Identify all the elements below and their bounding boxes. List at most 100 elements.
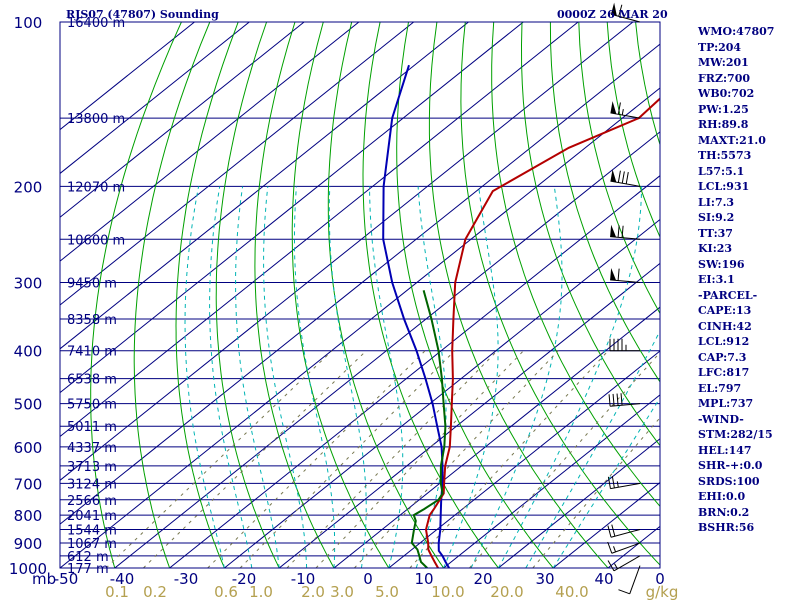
height-label: 12070 m [67, 180, 125, 195]
mixing-ratio-line [409, 350, 609, 568]
wind-barb [610, 169, 641, 187]
chart-profiles [382, 64, 660, 568]
wind-barb-feather [617, 268, 620, 281]
dry-adiabat-line [578, 22, 660, 315]
wind-barb-feather [621, 225, 624, 238]
wind-barb-feather [612, 393, 615, 406]
stat-item: EL:797 [698, 381, 742, 395]
stat-item: -PARCEL- [698, 288, 758, 302]
pressure-label: 300 [14, 275, 43, 293]
height-label: 5750 m [67, 398, 117, 413]
dry-adiabat-line [215, 22, 280, 568]
dry-adiabat-line [291, 22, 390, 568]
mixing-ratio-label: 3.0 [330, 583, 354, 600]
dry-adiabat-line [327, 22, 445, 568]
stat-item: STM:282/15 [698, 428, 773, 441]
wind-barb [607, 541, 641, 554]
isotherm-line [278, 262, 660, 568]
moist-adiabat-line [184, 186, 225, 568]
stat-item: PW:1.25 [698, 102, 749, 116]
wind-barb [610, 2, 641, 23]
moist-adiabat-line [497, 186, 643, 568]
stat-item: LCL:931 [698, 180, 750, 193]
height-label: 5011 m [67, 420, 117, 435]
wind-barb-feather [618, 4, 623, 17]
dry-adiabat-line [254, 22, 335, 568]
wind-barb-feather [607, 560, 615, 572]
wind-barb-feather [625, 172, 629, 185]
mixing-ratio-line [239, 350, 456, 568]
wind-barb-pennant [610, 224, 617, 238]
wind-barb-feather [607, 476, 611, 489]
stat-item: MW:201 [698, 56, 749, 69]
height-label: 8358 m [67, 313, 117, 328]
stat-item: -WIND- [698, 412, 744, 426]
moist-adiabat-line [328, 186, 367, 568]
pressure-label: 100 [14, 14, 43, 32]
stat-item: HEL:147 [698, 443, 752, 457]
height-label: 1544 m [67, 523, 117, 538]
stat-item: CAPE:13 [698, 304, 752, 317]
wind-barb-pennant [610, 101, 617, 114]
wind-barb-feather [617, 170, 621, 183]
isotherm-line [388, 350, 660, 568]
pressure-label: 200 [14, 178, 43, 196]
mixing-ratio-line [315, 350, 524, 568]
wind-barb-feather [617, 225, 620, 238]
temperature-tick-label: -30 [174, 570, 199, 588]
stat-item: LFC:817 [698, 366, 750, 379]
height-label: 6538 m [67, 373, 117, 388]
mixing-ratio-line [286, 350, 498, 568]
stat-item: EHI:0.0 [698, 490, 746, 503]
chart-grid [60, 22, 800, 568]
mixing-ratio-line [143, 350, 367, 568]
wind-barb-pennant [610, 267, 617, 281]
wind-barb [610, 101, 641, 119]
wind-barb-feather [611, 524, 616, 537]
height-label: 13800 m [67, 112, 125, 127]
stat-item: MPL:737 [698, 397, 754, 410]
height-label: 10600 m [67, 233, 125, 248]
stat-item: CAP:7.3 [698, 350, 747, 364]
stat-item: SI:9.2 [698, 211, 735, 224]
isotherm-line [60, 22, 195, 131]
mixing-ratio-label: 1.0 [249, 583, 273, 600]
temperature-tick-label: 0 [655, 570, 665, 588]
height-label: 2566 m [67, 494, 117, 509]
wind-barb [609, 338, 640, 352]
wind-barb-feather [618, 589, 630, 595]
isotherm-line [114, 131, 660, 568]
height-label: 1067 m [67, 537, 117, 552]
isotherm-line [60, 22, 469, 350]
wind-barb [610, 267, 641, 284]
pressure-label: 800 [14, 507, 43, 525]
moist-adiabat-line [369, 186, 404, 568]
stat-item: TH:5573 [698, 149, 752, 162]
wind-barb [610, 224, 641, 240]
pressure-label: 400 [14, 343, 43, 361]
mixing-ratio-line [207, 350, 426, 568]
stat-item: LI:7.3 [698, 195, 735, 209]
wind-barb-feather [621, 109, 624, 116]
stat-item: SRDS:100 [698, 474, 760, 488]
moist-adiabat-line [263, 186, 308, 568]
pressure-label: 1000 [9, 560, 47, 578]
stat-item: MAXT:21.0 [698, 133, 766, 147]
mixing-ratio-line [354, 350, 559, 568]
mixing-ratio-label: 5.0 [375, 583, 399, 600]
isotherm-line [60, 22, 415, 306]
stat-item: WMO:47807 [698, 25, 775, 38]
stat-item: CINH:42 [698, 319, 752, 333]
temperature-tick-label: 20 [473, 570, 492, 588]
pressure-label: 500 [14, 396, 43, 414]
temperature-tick-label: 0 [363, 570, 373, 588]
wind-barb-feather [620, 393, 623, 406]
dry-adiabat-line [778, 22, 800, 568]
pressure-label: 900 [14, 535, 43, 553]
moist-adiabat-line [294, 186, 336, 568]
wind-barb-feather [607, 525, 612, 538]
wind-barb-staff [610, 403, 641, 407]
wind-barb-feather [616, 393, 619, 406]
